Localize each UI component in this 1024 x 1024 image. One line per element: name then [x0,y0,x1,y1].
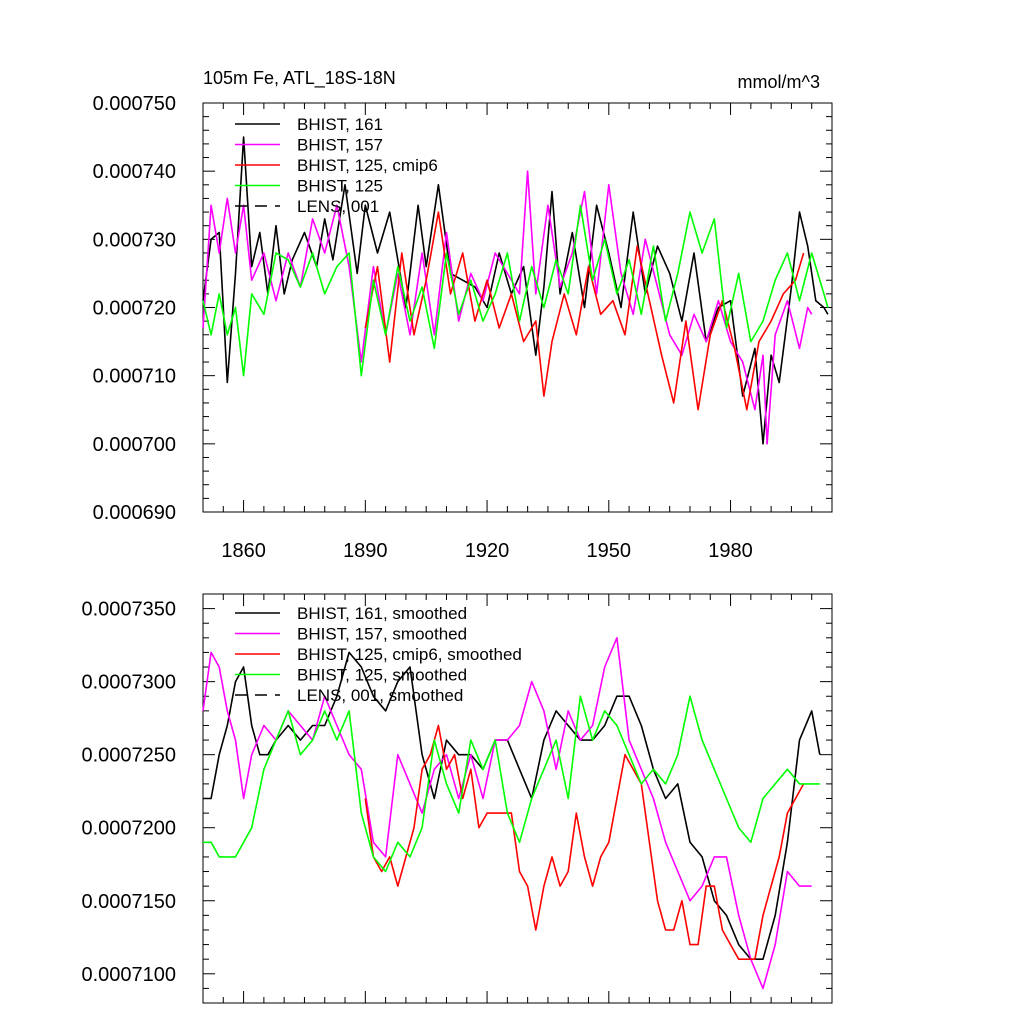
y-tick-label: 0.000700 [93,434,176,456]
x-tick-label: 1920 [465,540,510,562]
bottom-panel: 0.0007100 0.0007150 0.0007200 0.0007250 0.00… [81,593,833,1004]
legend-label: BHIST, 157 [297,136,383,155]
x-tick-label: 1860 [221,540,266,562]
y-tick-label: 0.0007250 [81,745,176,767]
series-line-bhist-125 [202,204,829,377]
y-tick-label: 0.0007150 [81,891,176,913]
y-tick-label: 0.000730 [93,229,176,251]
series-line-bhist-161-smoothed [203,651,821,961]
series-line-bhist-125-cmip6 [364,211,805,411]
y-tick-label: 0.0007300 [81,672,176,694]
series-line-bhist-125-cmip6-smoothed [364,724,805,961]
y-tick-label: 0.000720 [93,298,176,320]
legend-label: BHIST, 157, smoothed [297,625,467,644]
x-tick-label: 1980 [708,540,753,562]
chart-title-units: mmol/m^3 [738,72,820,92]
legend-label: BHIST, 125, smoothed [297,666,467,685]
legend-label: LENS, 001, smoothed [297,686,463,705]
y-tick-label: 0.0007100 [81,964,176,986]
legend-label: LENS, 001 [297,197,379,216]
top-panel: 1860 1890 1920 1950 1980 0.000690 0.000700 0.00… [93,93,833,562]
y-tick-label: 0.000690 [93,502,176,524]
y-tick-label: 0.0007200 [81,818,176,840]
legend-label: BHIST, 161 [297,115,383,134]
legend-label: BHIST, 125, cmip6, smoothed [297,645,522,664]
x-tick-label: 1890 [343,540,388,562]
x-tick-label: 1950 [587,540,632,562]
y-tick-label: 0.0007350 [81,599,176,621]
legend-label: BHIST, 125 [297,177,383,196]
legend-label: BHIST, 161, smoothed [297,604,467,623]
y-tick-label: 0.000740 [93,161,176,183]
legend-label: BHIST, 125, cmip6 [297,156,438,175]
y-tick-label: 0.000750 [93,93,176,115]
series-line-bhist-125-smoothed [203,695,820,873]
y-tick-label: 0.000710 [93,366,176,388]
chart-title-left: 105m Fe, ATL_18S-18N [203,68,396,89]
